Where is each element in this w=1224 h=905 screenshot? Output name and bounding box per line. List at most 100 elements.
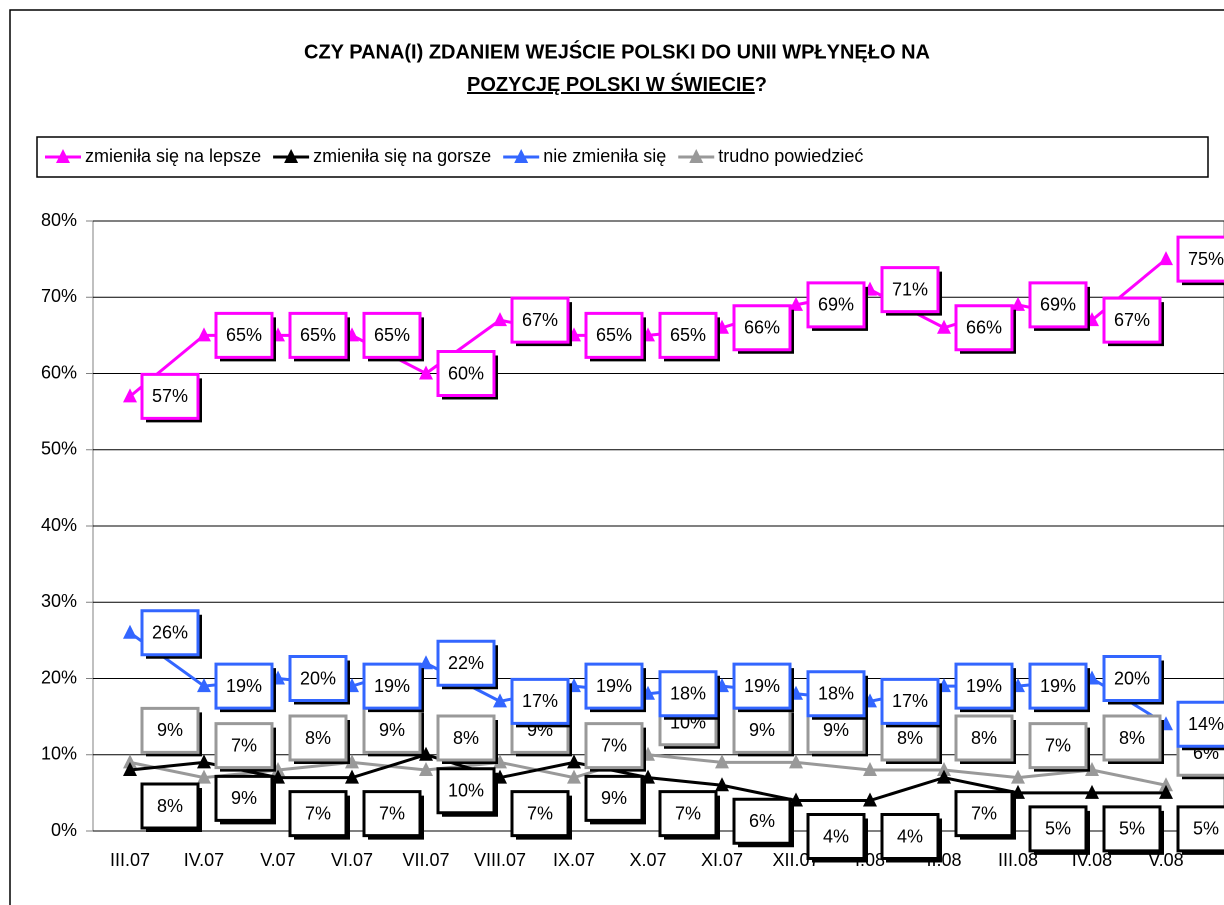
data-label: 19%	[966, 676, 1002, 696]
data-label: 19%	[226, 676, 262, 696]
data-label: 8%	[453, 728, 479, 748]
data-label: 65%	[670, 325, 706, 345]
label-box	[1102, 655, 1162, 702]
label-box	[140, 782, 200, 830]
label-box	[214, 774, 274, 822]
data-label: 67%	[1114, 310, 1150, 330]
legend-marker	[284, 149, 299, 163]
label-box	[288, 311, 348, 359]
label-box	[806, 281, 866, 329]
legend-label: zmieniła się na lepsze	[85, 146, 261, 166]
data-label: 66%	[966, 318, 1002, 338]
data-label: 4%	[897, 826, 923, 846]
x-tick-label: IV.07	[184, 850, 224, 870]
chart-title-underlined: POZYCJĘ POLSKI W ŚWIECIE	[467, 72, 755, 96]
label-box	[732, 662, 792, 710]
label-box	[214, 662, 274, 710]
point-marker	[937, 762, 951, 776]
data-label: 9%	[231, 788, 257, 808]
data-label: 8%	[305, 728, 331, 748]
point-marker	[715, 777, 729, 792]
data-label: 19%	[596, 676, 632, 696]
data-label: 26%	[152, 623, 188, 643]
point-marker	[493, 693, 507, 708]
point-marker	[271, 769, 285, 784]
x-tick-label: III.08	[998, 850, 1038, 870]
data-label: 19%	[1040, 676, 1076, 696]
data-label: 7%	[379, 803, 405, 823]
label-box	[880, 677, 940, 725]
label-box	[436, 714, 496, 762]
data-label: 7%	[971, 803, 997, 823]
data-label: 14%	[1188, 714, 1224, 734]
point-marker	[1159, 784, 1173, 799]
point-marker	[419, 365, 433, 380]
label-box	[362, 311, 422, 359]
y-tick-label: 30%	[41, 591, 77, 611]
label-box	[214, 722, 274, 770]
data-label: 6%	[749, 811, 775, 831]
point-marker	[419, 762, 433, 776]
y-tick-label: 0%	[51, 820, 77, 840]
data-label: 4%	[823, 826, 849, 846]
y-tick-label: 80%	[41, 210, 77, 230]
data-label: 19%	[744, 676, 780, 696]
label-box	[880, 813, 940, 860]
data-label: 9%	[823, 720, 849, 740]
label-box	[214, 311, 274, 359]
point-marker	[789, 754, 803, 769]
label-box	[1028, 722, 1088, 770]
label-box	[806, 670, 866, 718]
label-box	[288, 655, 348, 702]
data-label: 7%	[527, 803, 553, 823]
data-label: 7%	[601, 735, 627, 755]
data-label: 57%	[152, 386, 188, 406]
y-tick-label: 50%	[41, 439, 77, 459]
label-box	[954, 304, 1014, 352]
label-box	[584, 774, 644, 822]
data-label: 8%	[897, 728, 923, 748]
data-label: 65%	[226, 325, 262, 345]
data-label: 5%	[1193, 819, 1219, 839]
point-marker	[1085, 784, 1099, 799]
label-box	[1102, 805, 1162, 853]
y-tick-label: 20%	[41, 667, 77, 687]
data-label: 8%	[157, 796, 183, 816]
y-tick-label: 10%	[41, 744, 77, 764]
x-tick-label: III.07	[110, 850, 150, 870]
point-marker	[567, 754, 581, 769]
label-box	[436, 767, 496, 815]
legend-label: trudno powiedzieć	[718, 146, 863, 166]
data-label: 18%	[670, 684, 706, 704]
data-label: 7%	[305, 803, 331, 823]
data-label: 10%	[448, 781, 484, 801]
label-box	[288, 790, 348, 838]
data-label: 9%	[749, 720, 775, 740]
y-tick-label: 40%	[41, 515, 77, 535]
point-marker	[197, 769, 211, 784]
point-marker	[937, 769, 951, 784]
label-box	[584, 662, 644, 710]
label-box	[732, 706, 792, 754]
label-box	[658, 790, 718, 838]
data-label: 7%	[675, 803, 701, 823]
point-marker	[493, 754, 507, 769]
point-marker	[123, 754, 137, 769]
label-box	[584, 722, 644, 770]
point-marker	[493, 312, 507, 327]
data-label: 9%	[379, 720, 405, 740]
data-label: 71%	[892, 279, 928, 299]
label-box	[1102, 296, 1162, 344]
point-marker	[1085, 762, 1099, 776]
legend-label: zmieniła się na gorsze	[313, 146, 491, 166]
point-marker	[345, 769, 359, 784]
chart-title: CZY PANA(I) ZDANIEM WEJŚCIE POLSKI DO UN…	[304, 39, 930, 63]
label-box	[140, 372, 200, 420]
legend	[36, 136, 1209, 178]
label-box	[140, 609, 200, 657]
point-marker	[1011, 784, 1025, 799]
label-box	[732, 797, 792, 845]
point-marker	[419, 746, 433, 761]
data-label: 7%	[1045, 735, 1071, 755]
point-marker	[789, 792, 803, 807]
